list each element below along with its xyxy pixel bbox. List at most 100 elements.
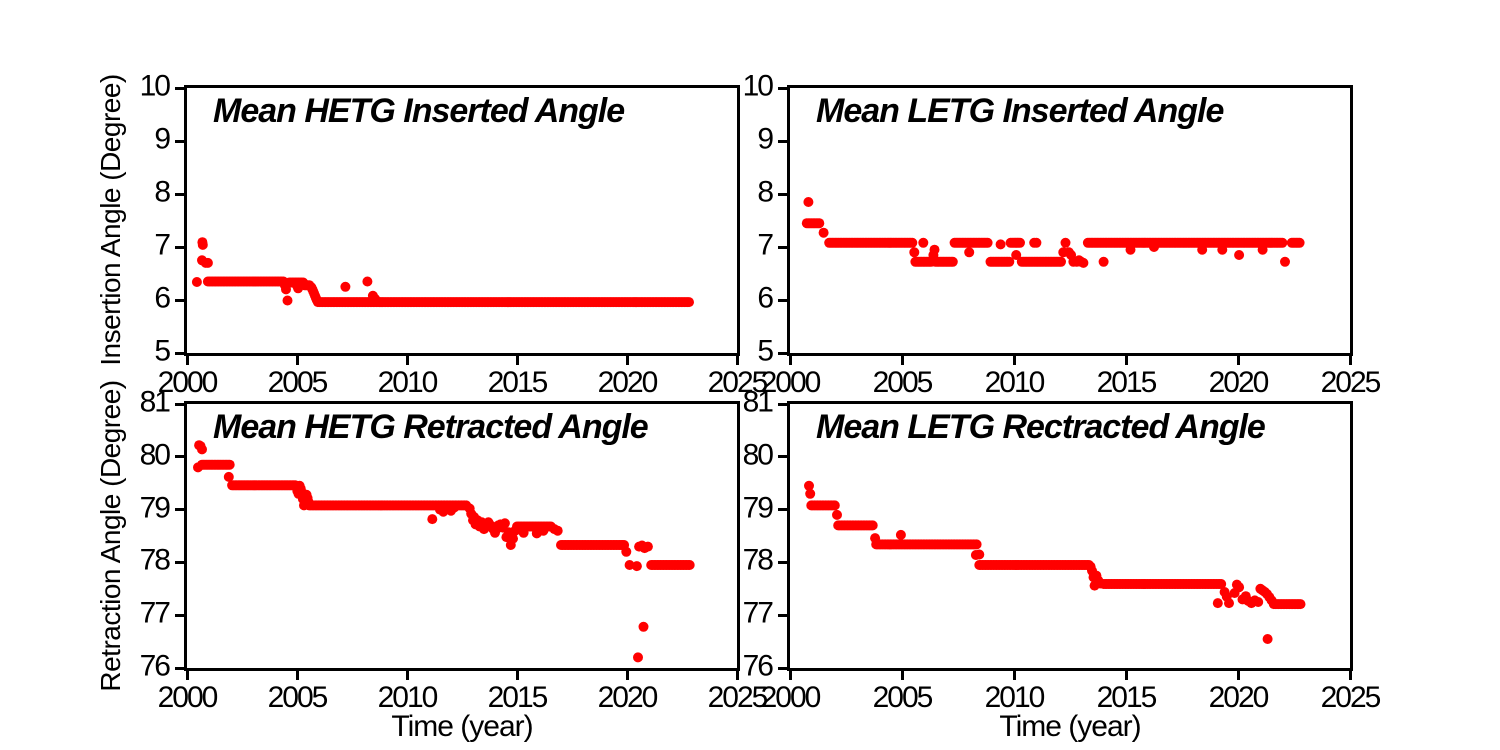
- scatter-dots: [191, 237, 694, 308]
- x-tick-mark: [735, 671, 739, 680]
- data-point: [311, 295, 322, 305]
- y-tick-label: 79: [139, 491, 171, 525]
- x-tick-mark: [625, 356, 629, 365]
- y-tick-label: 76: [139, 649, 171, 683]
- x-tick-label: 2005: [267, 681, 329, 714]
- data-point: [638, 621, 649, 632]
- data-point: [508, 533, 518, 544]
- x-tick-label: 2015: [487, 681, 549, 714]
- y-tick-mark: [778, 245, 787, 249]
- y-tick-mark: [778, 508, 787, 512]
- data-point: [1257, 244, 1268, 255]
- data-point: [918, 237, 929, 248]
- x-tick-label: 2010: [377, 681, 439, 714]
- y-tick-label: 79: [742, 491, 774, 525]
- y-tick-mark: [778, 666, 787, 670]
- data-point: [552, 525, 563, 536]
- data-point: [870, 533, 881, 544]
- data-point: [964, 247, 975, 258]
- x-tick-mark: [1236, 356, 1240, 365]
- data-point: [829, 500, 840, 511]
- y-tick-label: 80: [742, 438, 774, 472]
- y-tick-mark: [175, 402, 184, 406]
- x-tick-mark: [295, 671, 299, 680]
- data-point: [1212, 598, 1223, 609]
- data-point: [1277, 237, 1288, 248]
- x-tick-mark: [625, 671, 629, 680]
- data-point: [909, 247, 920, 258]
- data-point: [907, 237, 918, 248]
- x-tick-mark: [515, 671, 519, 680]
- x-tick-label: 2025: [1320, 681, 1382, 714]
- x-tick-label: 2020: [1208, 681, 1270, 714]
- x-tick-label: 2000: [760, 366, 822, 399]
- axes-mean-hetg-retracted-angle: Mean HETG Retracted Angle 2000 2005 2010 20…: [140, 386, 769, 714]
- x-tick-label: 2015: [1096, 681, 1158, 714]
- data-point: [974, 549, 985, 560]
- data-point: [684, 297, 694, 308]
- data-point: [223, 471, 234, 482]
- data-point: [995, 239, 1006, 250]
- x-tick-mark: [1236, 671, 1240, 680]
- x-tick-label: 2005: [872, 681, 934, 714]
- scatter-dots: [193, 440, 695, 663]
- x-tick-label: 2020: [1208, 366, 1270, 399]
- data-point: [1031, 237, 1042, 248]
- y-tick-mark: [778, 351, 787, 355]
- data-point: [1197, 244, 1208, 255]
- y-tick-label: 77: [742, 596, 774, 630]
- data-point: [370, 293, 381, 304]
- x-tick-label: 2015: [487, 366, 549, 399]
- data-point: [449, 502, 460, 513]
- data-point: [538, 525, 549, 536]
- data-point: [947, 256, 958, 267]
- y-tick-label: 8: [154, 175, 171, 209]
- x-tick-mark: [185, 356, 189, 365]
- data-point: [1149, 242, 1159, 252]
- y-tick-label: 8: [757, 175, 774, 209]
- data-point: [1098, 256, 1109, 267]
- y-tick-mark: [175, 508, 184, 512]
- x-tick-mark: [405, 671, 409, 680]
- axes-mean-letg-inserted-angle: Mean LETG Inserted Angle 2000 2005 2010 201…: [743, 70, 1382, 399]
- data-point: [1295, 599, 1306, 610]
- data-point: [1125, 244, 1136, 255]
- y-tick-label: 9: [154, 122, 171, 156]
- y-tick-label: 10: [139, 69, 171, 103]
- data-point: [804, 480, 814, 491]
- data-point: [518, 527, 529, 538]
- axes-mean-letg-rectracted-angle: Mean LETG Rectracted Angle 2000 2005 2010 2…: [743, 386, 1382, 714]
- x-tick-label: 2000: [157, 366, 219, 399]
- data-point: [1060, 237, 1071, 248]
- data-point: [895, 529, 906, 540]
- x-tick-mark: [788, 671, 792, 680]
- panel-title: Mean HETG Retracted Angle: [213, 408, 649, 446]
- y-tick-mark: [778, 455, 787, 459]
- y-tick-mark: [778, 613, 787, 617]
- x-tick-mark: [900, 671, 904, 680]
- x-tick-mark: [1012, 356, 1016, 365]
- x-tick-label: 2020: [597, 366, 659, 399]
- y-axis-label-insertion: Insertion Angle (Degree): [95, 74, 126, 366]
- y-tick-mark: [778, 139, 787, 143]
- data-point: [867, 520, 878, 531]
- y-tick-label: 76: [742, 649, 774, 683]
- data-point: [1216, 579, 1227, 589]
- x-tick-mark: [735, 356, 739, 365]
- data-point: [340, 281, 351, 292]
- data-point: [1234, 250, 1245, 260]
- y-tick-label: 80: [139, 438, 171, 472]
- data-point: [982, 237, 993, 248]
- data-point: [1217, 244, 1228, 255]
- scatter-dots: [804, 480, 1306, 644]
- y-axis-label-retraction: Retraction Angle (Degree): [95, 380, 126, 692]
- x-tick-mark: [900, 356, 904, 365]
- data-point: [684, 560, 695, 570]
- y-tick-mark: [778, 86, 787, 90]
- data-point: [197, 444, 207, 455]
- data-point: [193, 462, 203, 473]
- y-tick-mark: [175, 560, 184, 564]
- x-tick-label: 2000: [760, 681, 822, 714]
- x-tick-label: 2020: [597, 681, 659, 714]
